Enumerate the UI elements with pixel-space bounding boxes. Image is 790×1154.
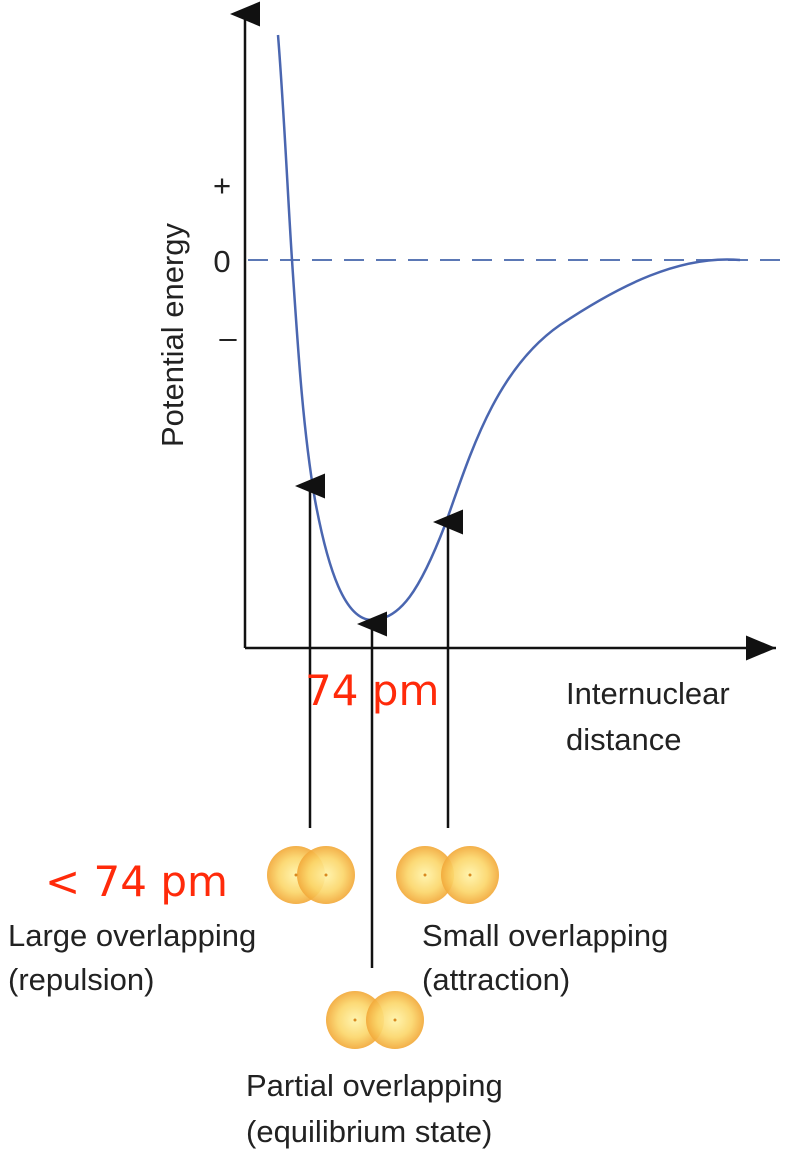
potential-curve [276, 34, 741, 622]
y-axis-label: Potential energy [155, 222, 190, 447]
annotation: 74 pm [305, 666, 439, 715]
molecule-partial-overlap [326, 991, 424, 1049]
state-title: Large overlapping [8, 918, 256, 953]
y-tick-label: + [213, 168, 231, 203]
molecule-small-overlap [396, 846, 499, 904]
state-title: Small overlapping [422, 918, 668, 953]
state-note: (equilibrium state) [246, 1114, 492, 1149]
y-tick-label: 0 [213, 244, 230, 279]
state-note: (repulsion) [8, 962, 154, 997]
annotation: < 74 pm [45, 857, 228, 906]
molecule-large-overlap [267, 846, 355, 904]
y-tick-label: – [219, 320, 237, 355]
x-axis-label: distance [566, 722, 681, 757]
state-note: (attraction) [422, 962, 570, 997]
state-title: Partial overlapping [246, 1068, 503, 1103]
x-axis-label: Internuclear [566, 676, 730, 711]
